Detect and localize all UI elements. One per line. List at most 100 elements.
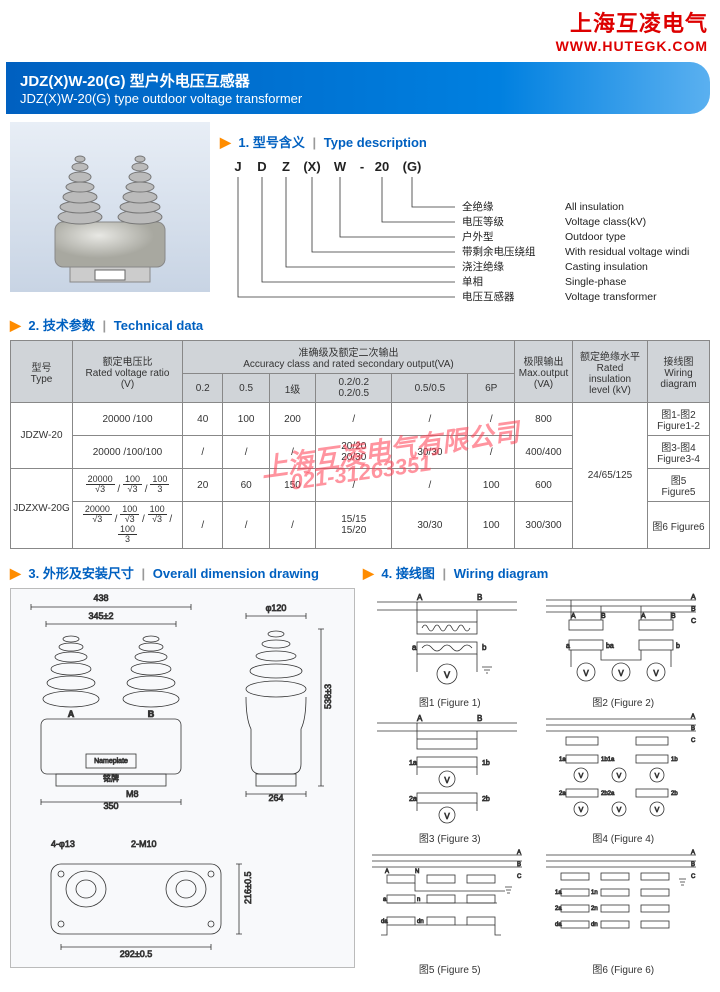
type-code-diagram: JDZ (X)W- 20(G) 全绝缘All insulation 电压等级Vo…: [220, 157, 690, 302]
svg-text:B: B: [517, 862, 521, 868]
svg-text:B: B: [477, 714, 482, 723]
type-description: ▶ 1. 型号含义 | Type description JDZ (X)W- 2…: [220, 122, 710, 305]
svg-text:电压互感器: 电压互感器: [462, 290, 515, 302]
title-en: JDZ(X)W-20(G) type outdoor voltage trans…: [20, 91, 696, 106]
svg-text:浇注绝缘: 浇注绝缘: [462, 260, 504, 273]
svg-text:n: n: [417, 897, 420, 903]
svg-text:2a: 2a: [559, 791, 566, 797]
svg-text:1a: 1a: [409, 760, 417, 767]
svg-text:C: C: [691, 738, 696, 744]
svg-text:V: V: [616, 773, 621, 780]
svg-text:264: 264: [268, 793, 283, 803]
svg-text:A: A: [691, 850, 695, 856]
svg-text:B: B: [477, 593, 482, 602]
svg-text:B: B: [671, 613, 676, 620]
svg-text:1b1a: 1b1a: [601, 757, 615, 763]
svg-text:1b: 1b: [482, 760, 490, 767]
svg-text:2a: 2a: [409, 796, 417, 803]
svg-text:W: W: [334, 159, 347, 174]
svg-text:Z: Z: [282, 159, 290, 174]
svg-text:With residual voltage winding: With residual voltage winding: [565, 246, 690, 258]
arrow-icon: ▶: [220, 134, 231, 150]
svg-text:350: 350: [103, 801, 118, 811]
svg-text:Voltage transformer: Voltage transformer: [565, 291, 657, 302]
svg-text:Nameplate: Nameplate: [94, 758, 128, 765]
svg-text:A: A: [641, 613, 646, 620]
svg-text:B: B: [691, 862, 695, 868]
svg-text:A: A: [691, 714, 695, 720]
svg-text:1a: 1a: [559, 757, 566, 763]
svg-text:B: B: [691, 606, 696, 613]
brand-header: 上海互凌电气 WWW.HUTEGK.COM: [0, 0, 720, 58]
svg-text:V: V: [654, 773, 659, 780]
title-banner: JDZ(X)W-20(G) 型户外电压互感器 JDZ(X)W-20(G) typ…: [6, 62, 710, 114]
svg-text:345±2: 345±2: [89, 611, 114, 621]
arrow-icon: ▶: [10, 565, 21, 581]
svg-text:A: A: [417, 593, 423, 602]
svg-text:B: B: [691, 726, 695, 732]
title-cn: JDZ(X)W-20(G) 型户外电压互感器: [20, 70, 696, 91]
svg-text:V: V: [616, 807, 621, 814]
svg-text:1a: 1a: [555, 890, 562, 896]
svg-text:A: A: [517, 850, 521, 856]
svg-text:1n: 1n: [591, 890, 598, 896]
technical-data-table: 型号Type 额定电压比Rated voltage ratio(V) 准确级及额…: [10, 340, 710, 549]
svg-text:N: N: [415, 869, 419, 875]
svg-text:V: V: [578, 807, 583, 814]
svg-text:a: a: [566, 643, 570, 650]
svg-text:V: V: [653, 669, 659, 678]
svg-text:Single-phase: Single-phase: [565, 276, 626, 288]
svg-text:292±0.5: 292±0.5: [120, 949, 152, 959]
svg-text:2n: 2n: [591, 906, 598, 912]
svg-text:dn: dn: [417, 919, 424, 925]
svg-text:a: a: [412, 643, 417, 652]
svg-text:2a: 2a: [555, 906, 562, 912]
svg-text:Casting insulation: Casting insulation: [565, 261, 648, 273]
svg-text:(G): (G): [403, 159, 422, 174]
svg-text:538±3: 538±3: [323, 684, 333, 709]
section-head-tech: ▶ 2. 技术参数 | Technical data: [10, 315, 710, 334]
svg-text:ba: ba: [606, 643, 614, 650]
section-head-dim: ▶ 3. 外形及安装尺寸 | Overall dimension drawing: [10, 563, 355, 582]
svg-text:单相: 单相: [462, 275, 483, 288]
svg-text:2b: 2b: [671, 791, 678, 797]
svg-text:φ120: φ120: [266, 603, 287, 613]
svg-text:B: B: [148, 709, 155, 719]
svg-text:da: da: [555, 922, 562, 928]
wiring-diagrams: AB ab V 图1 (Figure 1) ABC: [363, 588, 710, 968]
svg-text:b: b: [482, 643, 487, 652]
svg-text:Outdoor type: Outdoor type: [565, 231, 626, 243]
product-image: [10, 122, 210, 292]
svg-text:-: -: [360, 159, 364, 174]
svg-text:M8: M8: [126, 789, 139, 799]
svg-text:All insulation: All insulation: [565, 201, 624, 213]
svg-text:A: A: [385, 869, 389, 875]
svg-text:V: V: [444, 776, 450, 785]
svg-text:C: C: [691, 874, 696, 880]
brand-url: WWW.HUTEGK.COM: [12, 38, 708, 54]
svg-text:da: da: [381, 919, 388, 925]
svg-text:B: B: [601, 613, 606, 620]
section-head-type: ▶ 1. 型号含义 | Type description: [220, 132, 710, 151]
svg-text:铭牌: 铭牌: [103, 773, 119, 783]
section-head-wiring: ▶ 4. 接线图 | Wiring diagram: [363, 563, 710, 582]
svg-text:V: V: [654, 807, 659, 814]
svg-text:1b: 1b: [671, 757, 678, 763]
arrow-icon: ▶: [363, 565, 374, 581]
svg-text:V: V: [444, 670, 450, 680]
svg-text:438: 438: [93, 593, 108, 603]
svg-text:2-M10: 2-M10: [131, 839, 157, 849]
svg-text:C: C: [691, 618, 696, 625]
svg-text:J: J: [234, 159, 241, 174]
svg-text:带剩余电压绕组: 带剩余电压绕组: [462, 245, 536, 258]
svg-text:20: 20: [375, 159, 389, 174]
svg-text:216±0.5: 216±0.5: [243, 872, 253, 904]
svg-text:a: a: [383, 897, 387, 903]
svg-text:dn: dn: [591, 922, 598, 928]
svg-text:2b: 2b: [482, 796, 490, 803]
svg-text:b: b: [676, 643, 680, 650]
svg-text:C: C: [517, 874, 522, 880]
svg-text:户外型: 户外型: [462, 230, 494, 243]
dimension-drawing: 438 345±2 A B: [10, 588, 355, 968]
svg-text:A: A: [691, 594, 696, 601]
